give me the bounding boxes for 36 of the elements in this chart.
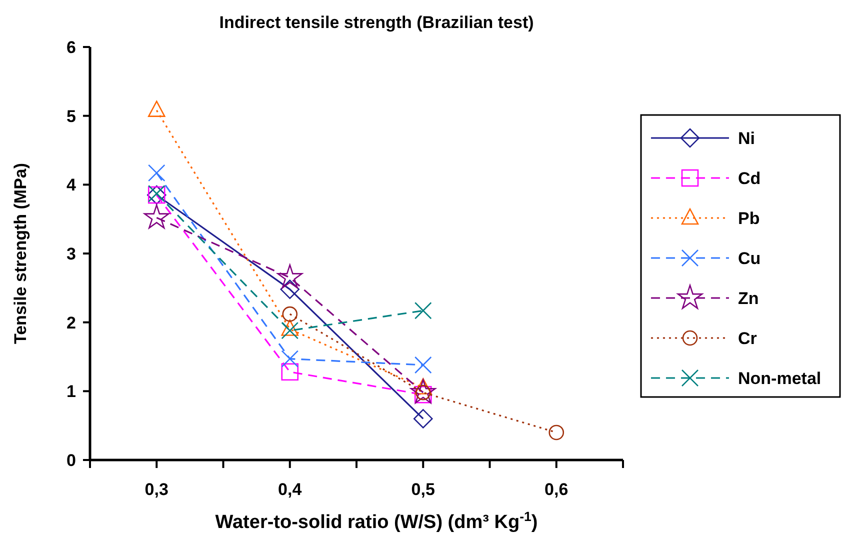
point [281,320,299,336]
point [410,379,436,404]
legend-label: Ni [738,128,755,148]
y-tick-label: 5 [66,106,76,126]
point [148,164,166,182]
y-tick-label: 1 [66,382,76,402]
point [414,356,432,374]
point [280,280,300,299]
legend-label: Zn [738,288,759,308]
legend-label: Non-metal [738,368,822,388]
point [548,424,564,440]
y-tick-label: 3 [66,244,76,264]
legend-label: Cr [738,328,758,348]
y-tick-label: 2 [66,313,76,332]
legend-label: Cu [738,248,761,268]
x-tick-label: 0,3 [144,480,168,499]
x-tick-label: 0,5 [411,480,435,499]
point [281,350,299,368]
point [413,409,433,428]
point [282,306,298,322]
y-tick-label: 4 [66,176,77,195]
legend-label: Cd [738,168,761,188]
point [414,302,432,320]
point [281,322,299,340]
y-axis-title: Tensile strength (MPa) [11,162,30,344]
chart-title: Indirect tensile strength (Brazilian test) [219,13,534,32]
point [281,363,299,381]
y-tick-label: 0 [66,450,76,470]
point [148,100,166,117]
x-tick-label: 0,6 [544,480,568,499]
x-axis-title: Water-to-solid ratio (W/S) (dm³ Kg$^{-1}$) [215,508,538,533]
x-tick-label: 0,4 [278,480,302,499]
legend-label: Pb [738,208,760,228]
point [277,264,303,288]
y-tick-label: 6 [66,38,76,57]
point [144,204,170,229]
